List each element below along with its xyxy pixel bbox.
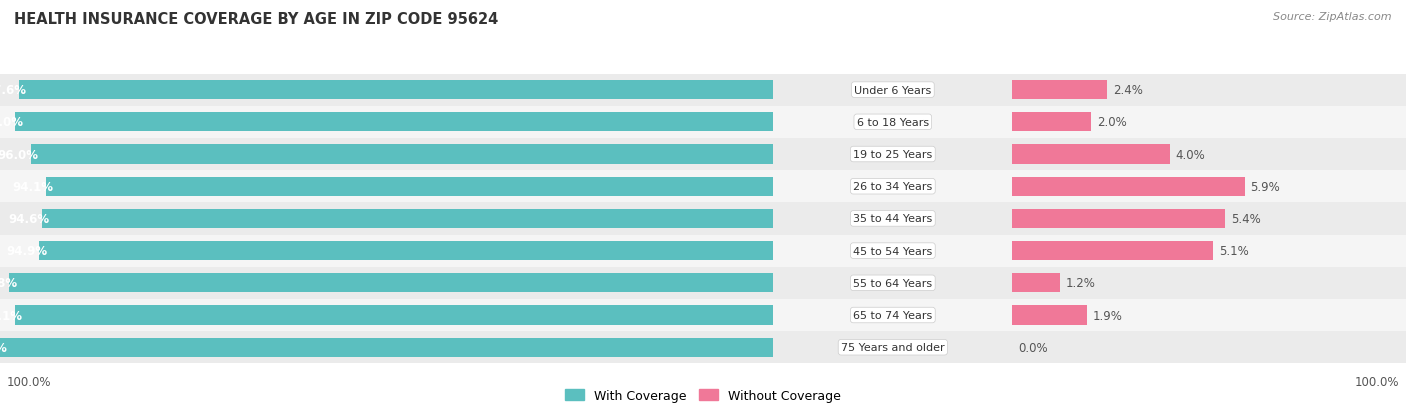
Bar xyxy=(1012,331,1406,363)
Bar xyxy=(0,331,773,363)
Bar xyxy=(1012,299,1406,331)
Text: 2.0%: 2.0% xyxy=(1097,116,1126,129)
Bar xyxy=(1012,139,1406,171)
Bar xyxy=(0,299,773,331)
Bar xyxy=(1012,306,1087,325)
Bar xyxy=(0,267,773,299)
Text: 19 to 25 Years: 19 to 25 Years xyxy=(853,150,932,160)
Bar xyxy=(1012,273,1060,293)
Bar xyxy=(15,113,773,132)
Bar xyxy=(773,139,1012,171)
Bar xyxy=(1012,171,1406,203)
Bar xyxy=(45,177,773,197)
Bar xyxy=(0,203,773,235)
Text: 5.4%: 5.4% xyxy=(1230,212,1261,225)
Bar xyxy=(1012,241,1213,261)
Bar xyxy=(14,306,773,325)
Text: 0.0%: 0.0% xyxy=(1018,341,1047,354)
Bar xyxy=(0,235,773,267)
Text: 6 to 18 Years: 6 to 18 Years xyxy=(856,118,929,128)
Bar xyxy=(773,299,1012,331)
Text: 98.1%: 98.1% xyxy=(0,309,22,322)
Bar xyxy=(0,74,773,107)
Text: 5.9%: 5.9% xyxy=(1250,180,1281,193)
Text: 26 to 34 Years: 26 to 34 Years xyxy=(853,182,932,192)
Bar xyxy=(31,145,773,164)
Bar xyxy=(1012,203,1406,235)
Text: HEALTH INSURANCE COVERAGE BY AGE IN ZIP CODE 95624: HEALTH INSURANCE COVERAGE BY AGE IN ZIP … xyxy=(14,12,498,27)
Text: 4.0%: 4.0% xyxy=(1175,148,1205,161)
Bar xyxy=(42,209,773,228)
Text: Source: ZipAtlas.com: Source: ZipAtlas.com xyxy=(1274,12,1392,22)
Bar xyxy=(773,107,1012,139)
Bar xyxy=(1012,107,1406,139)
Text: 1.9%: 1.9% xyxy=(1092,309,1123,322)
Bar xyxy=(1012,177,1244,197)
Text: 65 to 74 Years: 65 to 74 Years xyxy=(853,310,932,320)
Text: 98.0%: 98.0% xyxy=(0,116,24,129)
Bar xyxy=(773,171,1012,203)
Text: 55 to 64 Years: 55 to 64 Years xyxy=(853,278,932,288)
Bar xyxy=(39,241,773,261)
Bar xyxy=(0,171,773,203)
Text: 100.0%: 100.0% xyxy=(1354,375,1399,388)
Text: 94.6%: 94.6% xyxy=(8,212,49,225)
Text: 100.0%: 100.0% xyxy=(7,375,52,388)
Text: Under 6 Years: Under 6 Years xyxy=(855,85,931,95)
Text: 45 to 54 Years: 45 to 54 Years xyxy=(853,246,932,256)
Bar xyxy=(1012,209,1225,228)
Bar xyxy=(1012,267,1406,299)
Bar xyxy=(0,107,773,139)
Legend: With Coverage, Without Coverage: With Coverage, Without Coverage xyxy=(561,384,845,407)
Text: 35 to 44 Years: 35 to 44 Years xyxy=(853,214,932,224)
Bar xyxy=(18,81,773,100)
Bar xyxy=(1012,145,1170,164)
Text: 94.9%: 94.9% xyxy=(6,244,48,257)
Bar xyxy=(1012,113,1091,132)
Text: 5.1%: 5.1% xyxy=(1219,244,1249,257)
Text: 98.8%: 98.8% xyxy=(0,277,17,290)
Text: 94.1%: 94.1% xyxy=(13,180,53,193)
Text: 96.0%: 96.0% xyxy=(0,148,38,161)
Bar xyxy=(1012,235,1406,267)
Bar xyxy=(1012,74,1406,107)
Bar xyxy=(773,74,1012,107)
Bar xyxy=(773,331,1012,363)
Bar xyxy=(1012,81,1107,100)
Bar xyxy=(0,139,773,171)
Text: 1.2%: 1.2% xyxy=(1066,277,1095,290)
Text: 97.6%: 97.6% xyxy=(0,84,27,97)
Text: 75 Years and older: 75 Years and older xyxy=(841,342,945,352)
Bar xyxy=(773,267,1012,299)
Text: 100.0%: 100.0% xyxy=(0,341,8,354)
Bar xyxy=(10,273,773,293)
Bar xyxy=(773,203,1012,235)
Text: 2.4%: 2.4% xyxy=(1112,84,1143,97)
Bar xyxy=(0,338,773,357)
Bar xyxy=(773,235,1012,267)
